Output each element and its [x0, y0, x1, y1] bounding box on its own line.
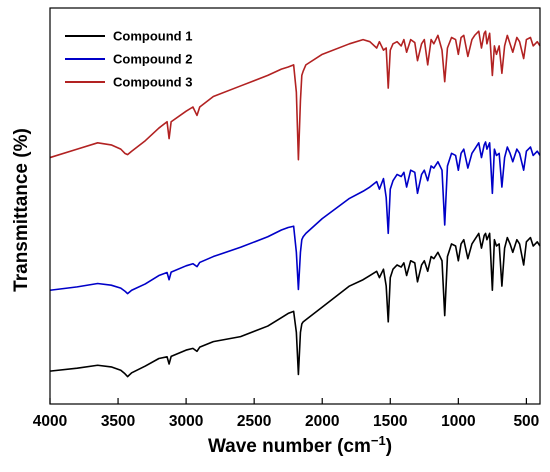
x-tick-label-3000: 3000 — [169, 413, 203, 430]
y-axis-label: Transmittance (%) — [11, 128, 32, 292]
ticks-layer — [49, 398, 527, 404]
series-line-compound-2 — [49, 141, 541, 295]
x-tick-label-2500: 2500 — [237, 413, 271, 430]
plot-frame — [49, 7, 541, 405]
x-tick-label-2000: 2000 — [305, 413, 339, 430]
legend-label-compound-2: Compound 2 — [113, 52, 192, 67]
x-axis-label: Wave number (cm−1) — [208, 433, 392, 457]
x-axis-label-close: ) — [386, 436, 392, 457]
x-axis-label-main: Wave number (cm — [208, 436, 371, 457]
x-tick-label-500: 500 — [513, 413, 539, 430]
legend: Compound 1 Compound 2 Compound 3 — [65, 29, 192, 90]
x-tick-label-1000: 1000 — [441, 413, 475, 430]
x-tick-label-3500: 3500 — [101, 413, 135, 430]
x-axis-label-superscript: −1 — [371, 433, 386, 448]
legend-label-compound-1: Compound 1 — [113, 29, 192, 44]
series-line-compound-1 — [49, 232, 541, 378]
x-tick-label-4000: 4000 — [33, 413, 67, 430]
x-tick-label-1500: 1500 — [373, 413, 407, 430]
tick-labels-layer: 4000 3500 3000 2500 2000 1500 1000 500 — [33, 413, 540, 430]
series-line-compound-3 — [49, 30, 541, 161]
series-layer — [49, 30, 541, 378]
legend-label-compound-3: Compound 3 — [113, 75, 192, 90]
